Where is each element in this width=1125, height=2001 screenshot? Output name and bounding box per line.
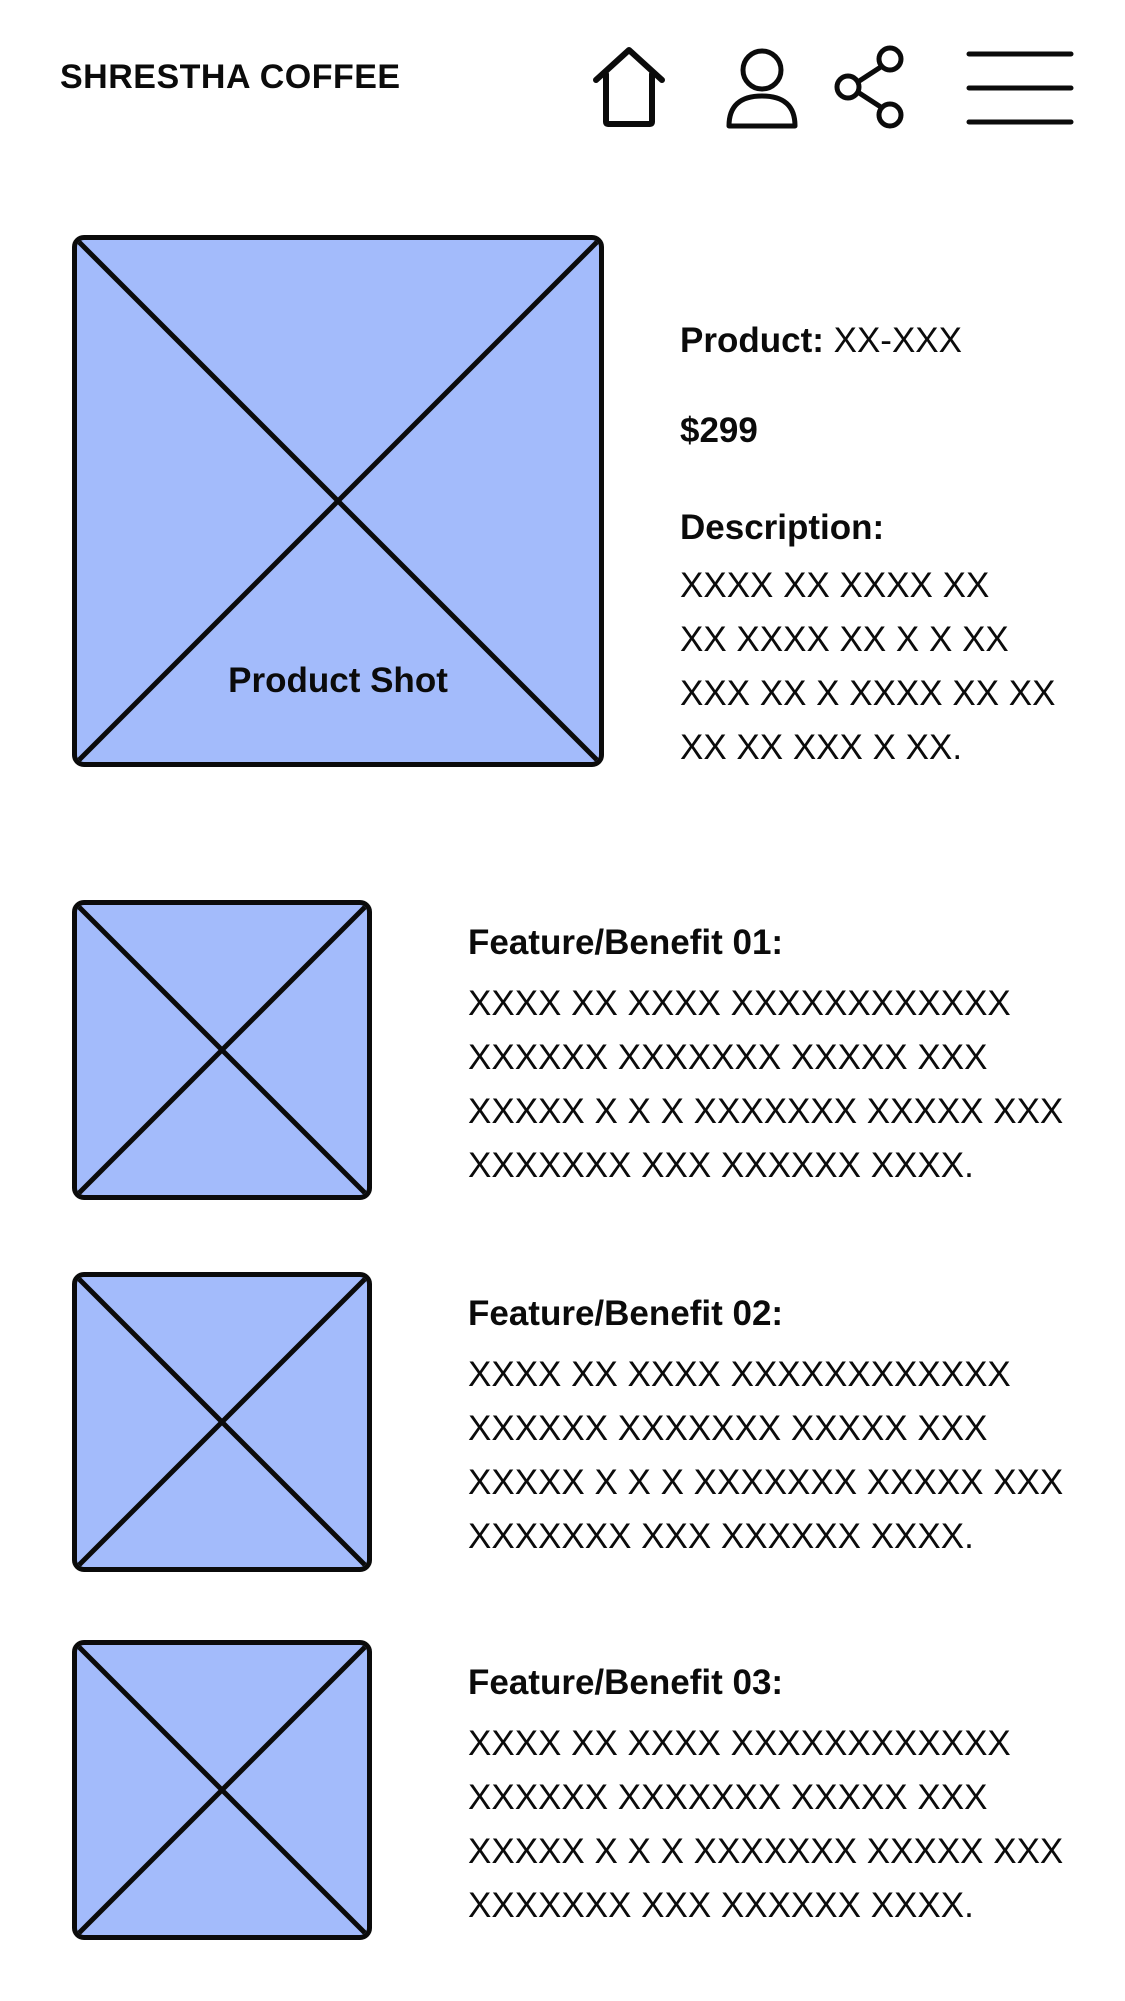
product-name: Product: XX-XXX [680, 323, 1100, 363]
feature-block-01: Feature/Benefit 01: XXXX XX XXXX XXXXXXX… [468, 925, 1088, 1193]
feature-title: Feature/Benefit 01: [468, 923, 784, 962]
menu-icon[interactable] [965, 48, 1075, 128]
image-placeholder-cross [77, 905, 367, 1195]
product-shot-image[interactable]: Product Shot [72, 235, 604, 767]
product-shot-label: Product Shot [228, 661, 448, 700]
image-placeholder-cross [77, 240, 599, 762]
share-icon[interactable] [830, 42, 910, 132]
image-placeholder-cross [77, 1645, 367, 1935]
feature-block-02: Feature/Benefit 02: XXXX XX XXXX XXXXXXX… [468, 1296, 1088, 1564]
feature-text: XXXX XX XXXX XXXXXXXXXXXX XXXXXX XXXXXXX… [468, 1355, 1064, 1556]
product-name-label: Product: [680, 321, 824, 360]
user-icon[interactable] [725, 46, 799, 132]
product-price: $299 [680, 411, 758, 450]
feature-block-03: Feature/Benefit 03: XXXX XX XXXX XXXXXXX… [468, 1665, 1088, 1933]
feature-image-02[interactable] [72, 1272, 372, 1572]
feature-image-01[interactable] [72, 900, 372, 1200]
feature-text: XXXX XX XXXX XXXXXXXXXXXX XXXXXX XXXXXXX… [468, 984, 1064, 1185]
image-placeholder-cross [77, 1277, 367, 1567]
feature-image-03[interactable] [72, 1640, 372, 1940]
description-text: XXXX XX XXXX XX XX XXXX XX X X XX XXX XX… [680, 566, 1056, 767]
product-name-value: XX-XXX [823, 321, 962, 360]
feature-title: Feature/Benefit 02: [468, 1294, 784, 1333]
brand-logo-text[interactable]: SHRESTHA COFFEE [60, 58, 401, 96]
product-info: Product: XX-XXX $299 Description: XXXX X… [680, 323, 1100, 775]
feature-title: Feature/Benefit 03: [468, 1663, 784, 1702]
description-label: Description: [680, 508, 885, 547]
feature-text: XXXX XX XXXX XXXXXXXXXXXX XXXXXX XXXXXXX… [468, 1724, 1064, 1925]
home-icon[interactable] [588, 44, 670, 130]
